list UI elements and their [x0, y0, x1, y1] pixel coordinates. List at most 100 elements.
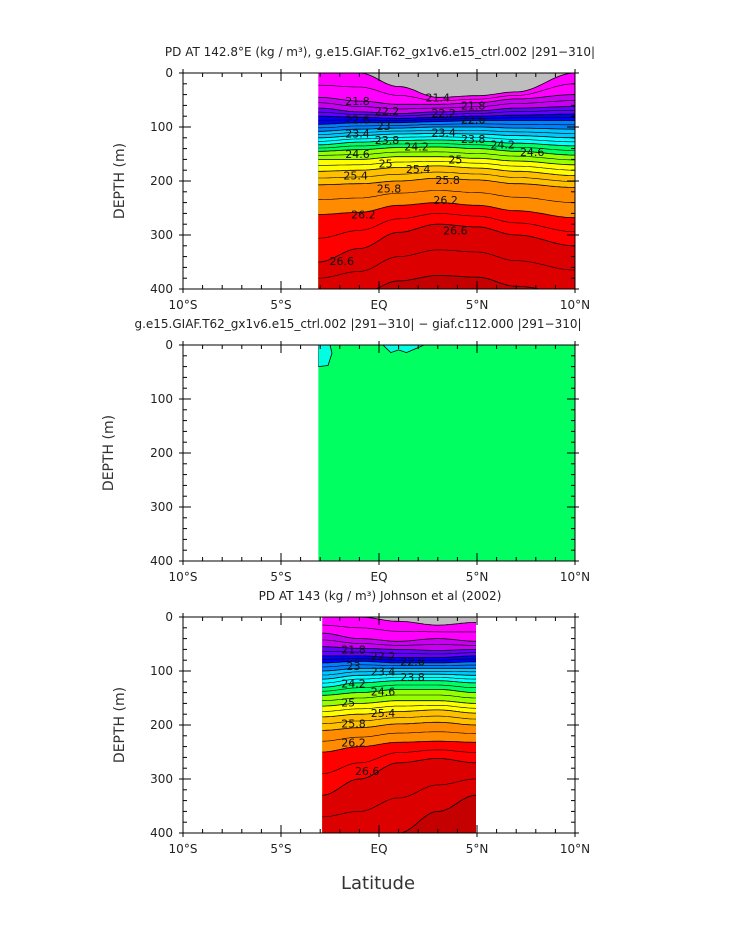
contour-label: 24.2	[404, 140, 429, 153]
contour-21.4	[322, 617, 476, 626]
band-26.6	[318, 224, 575, 289]
contour-label: 24.2	[341, 677, 366, 690]
contour-label: 21.4	[426, 91, 451, 104]
x-tick-label: 10°N	[560, 570, 590, 584]
contour-label: 25.8	[341, 717, 366, 730]
contour-label: 23.4	[371, 666, 396, 679]
contour-26.6	[322, 758, 476, 796]
contour-label: 22.6	[400, 655, 425, 668]
contour-label: 23	[377, 120, 391, 133]
contour-minor	[322, 671, 476, 676]
contour-label: 23.8	[461, 133, 486, 146]
contour-label: 23.4	[431, 126, 456, 139]
contour-minor	[322, 694, 476, 701]
contour-minor	[318, 117, 575, 121]
y-tick-label: 200	[150, 718, 173, 732]
data-layer	[318, 73, 575, 289]
contour-23.4	[318, 126, 575, 132]
contour-minor	[322, 684, 476, 692]
contour-23.8	[318, 133, 575, 139]
contour-22.6	[318, 113, 575, 119]
contour-minor	[318, 161, 575, 171]
difference-positive-region	[318, 345, 575, 561]
contour-label: 22.6	[461, 113, 486, 126]
contour-minor	[322, 731, 476, 742]
panel-title: PD AT 143 (kg / m³) Johnson et al (2002)	[259, 589, 502, 603]
contour-label: 25.4	[406, 163, 431, 176]
contour-label: 26.2	[341, 736, 366, 749]
contour-27	[322, 794, 477, 833]
contour-minor	[318, 136, 575, 143]
difference-negative-region	[318, 345, 333, 367]
contour-label: 25	[341, 696, 355, 709]
contour-label: 24.6	[345, 148, 370, 161]
contour-label: 26.6	[355, 765, 380, 778]
y-tick-label: 100	[150, 120, 173, 134]
y-tick-label: 400	[150, 826, 173, 840]
contour-22.2	[322, 646, 476, 651]
y-tick-label: 0	[165, 338, 173, 352]
x-tick-label: 10°N	[560, 842, 590, 856]
contour-minor	[318, 143, 575, 151]
contour-label: 24.6	[520, 146, 545, 159]
contour-minor	[322, 778, 476, 818]
contour-label: 26.6	[330, 255, 355, 268]
panel-density-difference: 10°S 5°S EQ 5°N 10°N 0 100 200 300 400 DEPTH (m) g.…	[101, 317, 590, 584]
contour-label: 21.8	[461, 99, 486, 112]
contour-minor	[318, 190, 575, 203]
contour-minor	[318, 171, 575, 182]
contour-label: 26.2	[351, 209, 376, 222]
x-tick-label: 5°S	[270, 298, 291, 312]
x-tick-label: 5°N	[466, 842, 489, 856]
contour-label: 25.8	[435, 174, 460, 187]
contour-label: 25	[448, 153, 462, 166]
x-tick-label: 10°S	[169, 842, 198, 856]
contour-25	[322, 700, 476, 707]
contour-label: 26.2	[433, 194, 458, 207]
x-tick-label: 10°S	[169, 570, 198, 584]
contour-26.2	[318, 202, 575, 219]
contour-minor	[322, 651, 476, 655]
contour-label: 24.2	[490, 138, 515, 151]
contour-label: 25.4	[343, 170, 368, 183]
contour-minor	[322, 658, 476, 661]
contour-24.2	[318, 139, 575, 147]
contour-label: 22.2	[371, 650, 396, 663]
contour-23.4	[322, 667, 476, 672]
y-tick-label: 0	[165, 610, 173, 624]
y-tick-label: 100	[150, 392, 173, 406]
y-axis-label: DEPTH (m)	[101, 415, 117, 491]
contour-minor	[318, 213, 575, 239]
contour-minor	[322, 664, 476, 668]
x-tick-label: EQ	[370, 298, 387, 312]
contour-label: 23.8	[375, 134, 400, 147]
y-tick-label: 200	[150, 446, 173, 460]
contour-24.6	[322, 689, 476, 696]
contour-minor	[322, 705, 477, 712]
contour-minor	[318, 151, 575, 161]
y-tick-label: 300	[150, 500, 173, 514]
contour-label: 25.4	[371, 707, 396, 720]
contour-22.6	[322, 655, 476, 658]
contour-27	[318, 275, 575, 289]
contour-label: 23.8	[400, 671, 425, 684]
contour-24.2	[322, 680, 476, 688]
contour-label: 21.8	[345, 95, 370, 108]
y-tick-label: 400	[150, 282, 173, 296]
y-tick-label: 300	[150, 772, 173, 786]
contour-21.8	[318, 94, 575, 105]
y-tick-label: 200	[150, 174, 173, 188]
contour-label: 25	[379, 158, 393, 171]
contour-label: 23.4	[345, 128, 370, 141]
contour-minor	[322, 624, 476, 633]
contour-minor	[318, 100, 575, 110]
contour-25.4	[322, 709, 476, 718]
contour-label: 25.8	[377, 183, 402, 196]
contour-minor	[318, 129, 575, 135]
x-tick-label: 5°S	[270, 842, 291, 856]
band-27	[322, 795, 477, 833]
y-axis-label: DEPTH (m)	[112, 687, 128, 763]
contour-26.6	[318, 223, 575, 263]
contour-minor	[318, 110, 575, 117]
